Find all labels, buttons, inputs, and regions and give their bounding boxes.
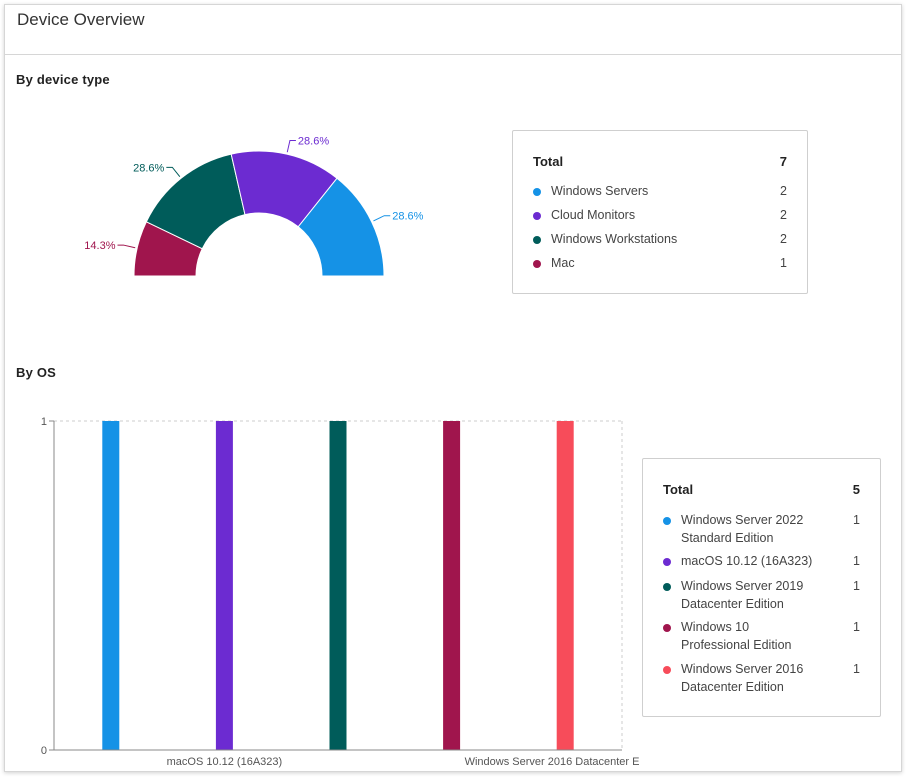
legend-item-value: 1 — [853, 620, 860, 634]
donut-data-label: 28.6% — [298, 135, 329, 147]
x-tick-label: macOS 10.12 (16A323) — [167, 756, 283, 768]
y-tick-label: 1 — [41, 416, 47, 428]
legend-item-label: Cloud Monitors — [551, 208, 636, 222]
donut-label-leader — [166, 166, 181, 178]
card-title: Device Overview — [17, 10, 145, 29]
donut-label-leader — [373, 215, 391, 222]
legend-item-label: Windows Servers — [551, 184, 649, 198]
legend-dot-icon — [663, 558, 671, 566]
legend-item-value: 2 — [780, 232, 787, 246]
donut-label-leader — [286, 139, 296, 153]
legend-item-value: 1 — [853, 579, 860, 593]
legend-item-value: 2 — [780, 184, 787, 198]
legend-total-value: 5 — [852, 482, 860, 497]
donut-label-leader — [117, 244, 136, 249]
legend-dot-icon — [533, 236, 541, 244]
legend-item-value: 1 — [853, 662, 860, 676]
donut-slice[interactable] — [297, 177, 385, 277]
legend-item-value: 1 — [853, 554, 860, 568]
os-legend: Total 5 Windows Server 2022 Standard Edi… — [642, 458, 881, 717]
legend-dot-icon — [663, 517, 671, 525]
legend-item-label: macOS 10.12 (16A323) — [681, 554, 813, 568]
y-tick-label: 0 — [41, 745, 47, 757]
bar[interactable] — [102, 421, 120, 750]
legend-item-label: Windows Server 2022 Standard Edition — [681, 513, 804, 545]
legend-dot-icon — [533, 212, 541, 220]
legend-item-label: Windows 10 Professional Edition — [681, 620, 792, 652]
x-tick-label: Windows Server 2016 Datacenter Edition — [465, 756, 640, 768]
bar[interactable] — [329, 421, 347, 750]
legend-item-value: 1 — [780, 256, 787, 270]
legend-total-value: 7 — [779, 154, 787, 169]
bar[interactable] — [556, 421, 574, 750]
legend-dot-icon — [663, 624, 671, 632]
legend-item-label: Windows Server 2016 Datacenter Edition — [681, 662, 804, 694]
legend-total-label: Total — [533, 154, 564, 169]
device-type-legend: Total 7 Windows Servers 2 Cloud Monitors… — [512, 130, 808, 294]
legend-dot-icon — [533, 260, 541, 268]
legend-dot-icon — [663, 666, 671, 674]
device-type-donut-chart: 14.3% 28.6% 28.6% 28.6% — [84, 135, 424, 277]
legend-item-label: Windows Workstations — [551, 232, 678, 246]
legend-item-label: Mac — [551, 256, 575, 270]
donut-data-label: 28.6% — [392, 211, 423, 223]
donut-data-label: 14.3% — [84, 240, 115, 252]
bar[interactable] — [215, 421, 233, 750]
card-header — [5, 5, 901, 55]
bar[interactable] — [443, 421, 461, 750]
os-bar-chart: 0 1 macOS 10.12 (16A323) Windows Server 201… — [41, 416, 640, 768]
legend-item-label: Windows Server 2019 Datacenter Edition — [681, 579, 804, 611]
legend-dot-icon — [533, 188, 541, 196]
legend-item-value: 1 — [853, 513, 860, 527]
device-type-section-title: By device type — [16, 72, 110, 87]
donut-data-label: 28.6% — [133, 162, 164, 174]
legend-total-label: Total — [663, 482, 694, 497]
os-section-title: By OS — [16, 365, 57, 380]
legend-dot-icon — [663, 583, 671, 591]
legend-item-value: 2 — [780, 208, 787, 222]
